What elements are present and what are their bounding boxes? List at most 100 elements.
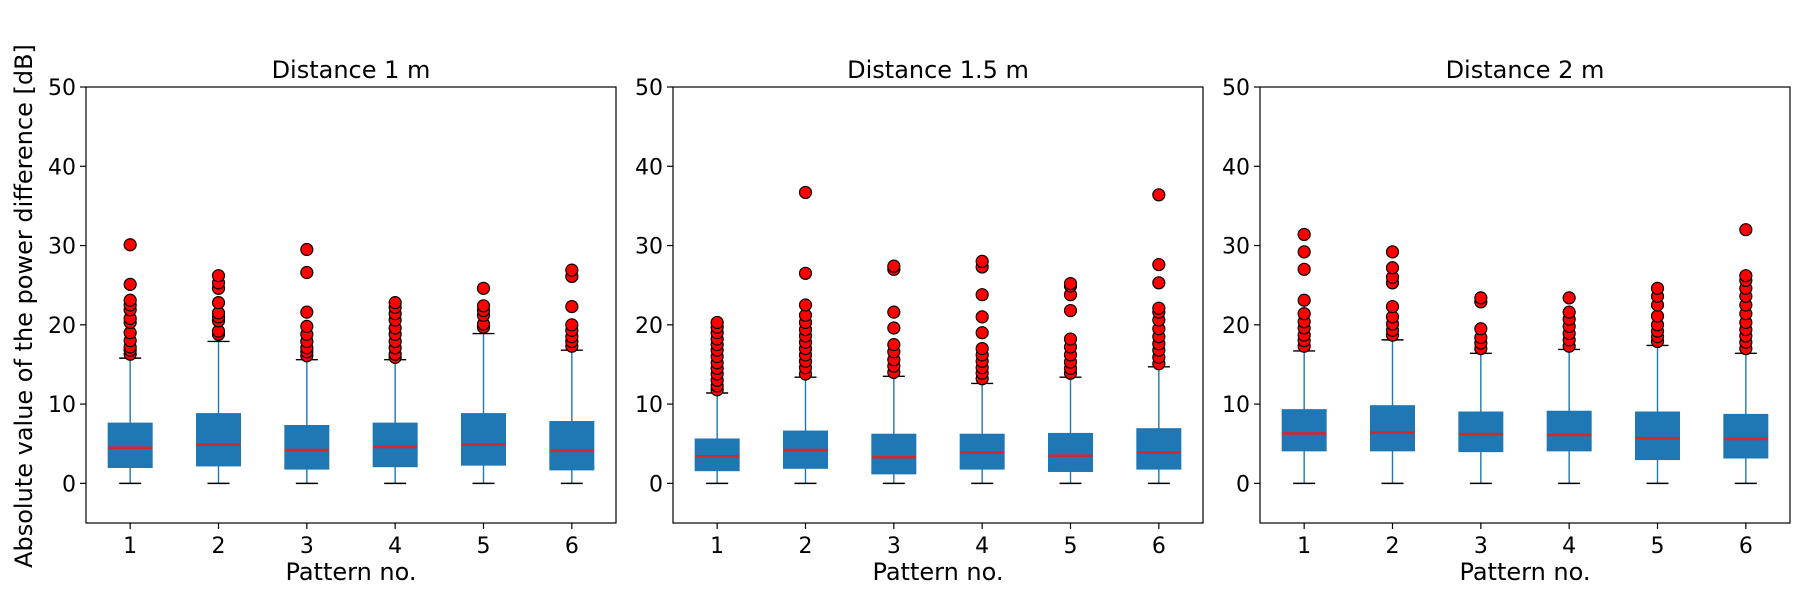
y-tick-label: 0 xyxy=(62,472,76,497)
outlier-point xyxy=(565,299,579,314)
y-tick-label: 20 xyxy=(48,314,76,339)
outlier-point xyxy=(798,266,813,280)
outlier-point xyxy=(1152,257,1166,272)
outlier-point xyxy=(300,265,314,280)
x-tick-label: 5 xyxy=(1064,534,1078,559)
box-5 xyxy=(1635,281,1680,485)
outlier-point xyxy=(211,296,226,310)
y-tick-label: 50 xyxy=(1222,76,1250,101)
box-6 xyxy=(1723,223,1769,485)
iqr-box xyxy=(1635,411,1680,461)
x-tick-label: 6 xyxy=(1739,534,1753,559)
x-tick-label: 4 xyxy=(975,534,989,559)
outlier-point xyxy=(1297,245,1311,259)
outlier-point xyxy=(211,269,226,283)
chart-title: Distance 2 m xyxy=(1446,56,1605,84)
iqr-box xyxy=(461,413,506,466)
outlier-point xyxy=(565,263,579,277)
outlier-point xyxy=(388,296,402,310)
y-tick-label: 20 xyxy=(1222,314,1250,339)
outlier-point xyxy=(1297,227,1311,242)
outlier-point xyxy=(798,185,813,200)
outlier-point xyxy=(975,310,989,324)
outlier-point xyxy=(975,326,989,340)
chart-panel-3: 0 10 20 30 40 50 1 2 3 4 5 6 Distance 2 m Pattern no. xyxy=(1222,56,1791,586)
y-tick-label: 40 xyxy=(1222,155,1250,180)
x-tick-label: 6 xyxy=(565,534,579,559)
box-5 xyxy=(1048,276,1093,485)
iqr-box xyxy=(107,422,153,469)
box-3 xyxy=(871,259,917,485)
y-tick-label: 10 xyxy=(635,393,663,418)
box-2 xyxy=(783,185,828,485)
y-axis-label: Absolute value of the power difference [… xyxy=(10,44,38,568)
iqr-box xyxy=(1723,413,1769,459)
outlier-point xyxy=(1562,291,1576,305)
box-2 xyxy=(196,269,241,485)
y-tick-label: 10 xyxy=(48,393,76,418)
iqr-box xyxy=(1458,411,1504,453)
y-tick-label: 10 xyxy=(1222,393,1250,418)
box-4 xyxy=(959,254,1005,485)
x-tick-label: 3 xyxy=(1474,534,1488,559)
outlier-point xyxy=(1152,276,1166,290)
x-tick-label: 2 xyxy=(799,534,813,559)
iqr-box xyxy=(1048,432,1093,472)
y-tick-label: 30 xyxy=(48,235,76,260)
outlier-point xyxy=(1385,261,1400,275)
outlier-point xyxy=(887,338,901,352)
iqr-box xyxy=(1136,428,1182,470)
box-4 xyxy=(1546,291,1592,485)
y-tick-label: 30 xyxy=(635,235,663,260)
outlier-point xyxy=(1297,307,1311,321)
chart-title: Distance 1 m xyxy=(272,56,431,84)
plot-frame xyxy=(85,86,617,524)
outlier-point xyxy=(1650,309,1665,323)
outlier-point xyxy=(1385,245,1400,259)
y-tick-label: 30 xyxy=(1222,235,1250,260)
x-tick-label: 3 xyxy=(887,534,901,559)
outlier-point xyxy=(887,259,901,273)
outlier-point xyxy=(710,315,724,330)
iqr-box xyxy=(1546,410,1592,452)
x-tick-label: 1 xyxy=(710,534,724,559)
box-3 xyxy=(1458,291,1504,485)
outlier-point xyxy=(476,281,491,295)
x-tick-label: 1 xyxy=(1297,534,1311,559)
outlier-point xyxy=(300,319,314,334)
box-1 xyxy=(694,315,740,485)
chart-title: Distance 1.5 m xyxy=(847,56,1029,84)
x-tick-label: 2 xyxy=(1386,534,1400,559)
outlier-point xyxy=(975,288,989,302)
outlier-point xyxy=(1152,301,1166,315)
outlier-point xyxy=(1152,188,1166,202)
outlier-point xyxy=(476,299,491,313)
outlier-point xyxy=(887,305,901,319)
iqr-box xyxy=(196,413,241,467)
box-1 xyxy=(1281,227,1327,485)
outlier-point xyxy=(123,277,137,291)
y-tick-label: 0 xyxy=(1236,472,1250,497)
outlier-point xyxy=(887,321,901,335)
x-tick-label: 2 xyxy=(212,534,226,559)
x-tick-label: 4 xyxy=(1562,534,1576,559)
chart-panel-1: 0 10 20 30 40 50 1 2 3 4 5 6 Distance 1 m Pattern no. xyxy=(48,56,617,586)
outlier-point xyxy=(565,318,579,332)
x-tick-label: 1 xyxy=(123,534,137,559)
plot-frame xyxy=(1259,86,1791,524)
iqr-box xyxy=(1370,405,1415,452)
box-4 xyxy=(372,296,418,485)
outlier-point xyxy=(1063,303,1078,318)
outlier-point xyxy=(1063,276,1078,291)
y-tick-label: 40 xyxy=(635,155,663,180)
box-5 xyxy=(461,281,506,485)
x-axis-label: Pattern no. xyxy=(1459,558,1590,586)
outlier-point xyxy=(1297,293,1311,307)
y-tick-label: 20 xyxy=(635,314,663,339)
iqr-box xyxy=(871,433,917,475)
outlier-point xyxy=(123,238,137,252)
outlier-point xyxy=(1474,322,1488,336)
y-tick-label: 0 xyxy=(649,472,663,497)
x-tick-label: 4 xyxy=(388,534,402,559)
